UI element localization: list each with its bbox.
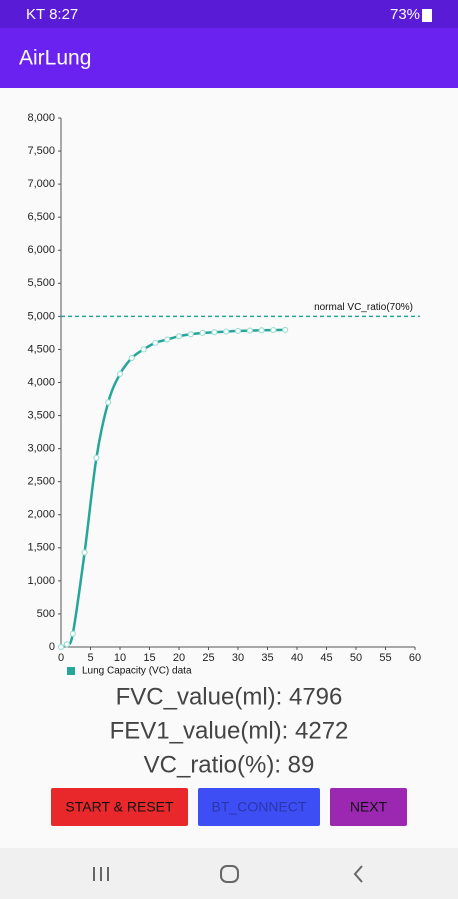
recents-button[interactable]	[93, 867, 109, 881]
y-tick-label: 2,000	[27, 509, 55, 521]
battery: 73%	[390, 6, 420, 23]
button-label[interactable]: NEXT	[350, 799, 388, 815]
chart: 05001,0001,5002,0002,5003,0003,5004,0004…	[27, 112, 421, 677]
data-point	[140, 346, 147, 353]
y-tick-label: 1,000	[27, 575, 55, 587]
legend-label: Lung Capacity (VC) data	[82, 666, 192, 677]
x-tick-label: 20	[173, 652, 185, 664]
x-tick-label: 30	[232, 652, 244, 664]
y-tick-label: 1,500	[27, 542, 55, 554]
x-tick-label: 50	[350, 652, 362, 664]
x-tick-label: 25	[202, 652, 214, 664]
x-tick-label: 45	[320, 652, 332, 664]
y-tick-label: 7,000	[27, 178, 55, 190]
status-bar	[0, 0, 458, 28]
data-point	[69, 630, 76, 637]
data-point	[152, 339, 159, 346]
button-bg[interactable]	[330, 788, 407, 826]
data-point	[199, 329, 206, 337]
y-tick-label: 3,500	[27, 409, 55, 421]
data-point	[63, 641, 71, 648]
data-point	[175, 333, 183, 340]
next-button[interactable]: NEXT	[330, 788, 407, 826]
data-point	[105, 399, 112, 406]
fvc-text: FVC_value(ml): 4796	[116, 683, 343, 710]
y-tick-label: 4,000	[27, 376, 55, 388]
reference-label: normal VC_ratio(70%)	[314, 302, 413, 313]
x-tick-label: 15	[143, 652, 155, 664]
app-title: AirLung	[19, 47, 91, 70]
data-point	[282, 326, 289, 333]
y-tick-label: 5,000	[27, 310, 55, 322]
x-tick-label: 55	[379, 652, 391, 664]
data-point	[57, 643, 65, 651]
data-point	[164, 336, 171, 343]
data-point	[93, 454, 100, 461]
data-point	[270, 326, 277, 334]
legend-swatch	[67, 667, 75, 675]
home-button[interactable]	[220, 865, 239, 883]
data-point	[258, 327, 265, 334]
button-bg[interactable]	[198, 788, 320, 826]
y-tick-label: 8,000	[27, 112, 55, 124]
data-point	[187, 331, 194, 338]
y-tick-label: 2,500	[27, 476, 55, 488]
nav-bar	[0, 848, 458, 899]
data-point	[246, 327, 253, 334]
x-tick-label: 35	[261, 652, 273, 664]
data-point	[128, 354, 135, 362]
y-tick-label: 500	[37, 608, 55, 620]
data-point	[81, 549, 88, 556]
x-tick-label: 40	[291, 652, 303, 664]
battery-icon	[422, 9, 432, 22]
back-button[interactable]	[353, 865, 363, 883]
x-tick-label: 0	[58, 652, 64, 664]
x-tick-label: 10	[114, 652, 126, 664]
button-label[interactable]: START & RESET	[65, 799, 174, 815]
bt-connect-button[interactable]: BT_CONNECT	[198, 788, 320, 826]
status-time: KT 8:27	[26, 6, 78, 23]
button-bg[interactable]	[51, 788, 188, 826]
data-point	[211, 329, 218, 336]
y-tick-label: 4,500	[27, 343, 55, 355]
ratio-text: VC_ratio(%): 89	[144, 751, 315, 778]
data-line	[60, 328, 286, 649]
y-tick-label: 3,000	[27, 443, 55, 455]
button-label[interactable]: BT_CONNECT	[212, 799, 307, 815]
data-point	[116, 370, 124, 378]
app-bar	[0, 28, 458, 88]
y-tick-label: 7,500	[27, 145, 55, 157]
fev1-text: FEV1_value(ml): 4272	[110, 717, 349, 744]
x-tick-label: 60	[409, 652, 421, 664]
y-tick-label: 5,500	[27, 277, 55, 289]
data-point	[223, 328, 230, 335]
data-point	[234, 327, 242, 335]
y-tick-label: 6,000	[27, 244, 55, 256]
start-reset-button[interactable]: START & RESET	[51, 788, 188, 826]
y-tick-label: 6,500	[27, 211, 55, 223]
x-tick-label: 5	[87, 652, 93, 664]
y-tick-label: 0	[49, 641, 55, 653]
